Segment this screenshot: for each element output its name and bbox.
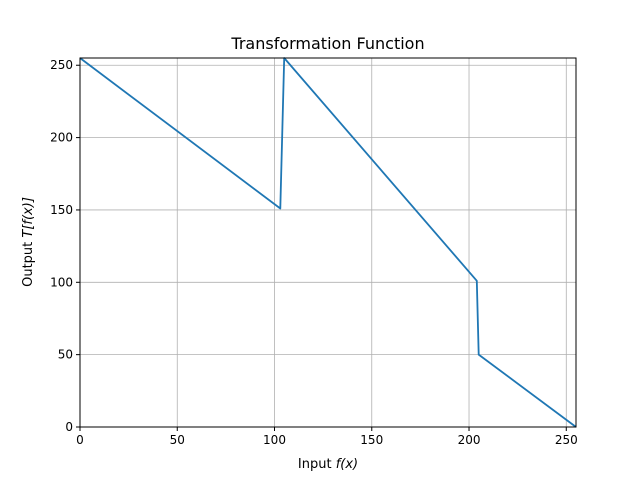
x-axis-label: Input f(x) [298,457,358,472]
y-tick-label: 50 [58,348,73,362]
plot-frame [79,57,577,428]
y-tick-label: 200 [50,131,73,145]
x-tick-label: 250 [555,433,578,447]
y-tick-label: 150 [50,203,73,217]
y-tick-label: 250 [50,58,73,72]
x-axis-label-prefix: Input [298,457,336,472]
x-tick-label: 150 [360,433,383,447]
y-tick-label: 100 [50,275,73,289]
series-layer [79,57,577,428]
y-tick-label: 0 [65,420,73,434]
x-tick-label: 100 [263,433,286,447]
chart-title: Transformation Function [230,34,424,53]
series-line [79,57,577,428]
x-tick-label: 200 [458,433,481,447]
x-tick-label: 50 [170,433,185,447]
x-axis-label-math: f(x) [336,457,358,472]
y-axis-label-math: T[f(x)] [21,197,36,238]
y-axis-label: Output T[f(x)] [21,197,36,287]
y-axis-label-prefix: Output [21,238,36,287]
tick-layer: 0 50 100 150 200 250 0 50 100 150 200 250 [50,58,578,447]
x-tick-label: 0 [76,433,84,447]
